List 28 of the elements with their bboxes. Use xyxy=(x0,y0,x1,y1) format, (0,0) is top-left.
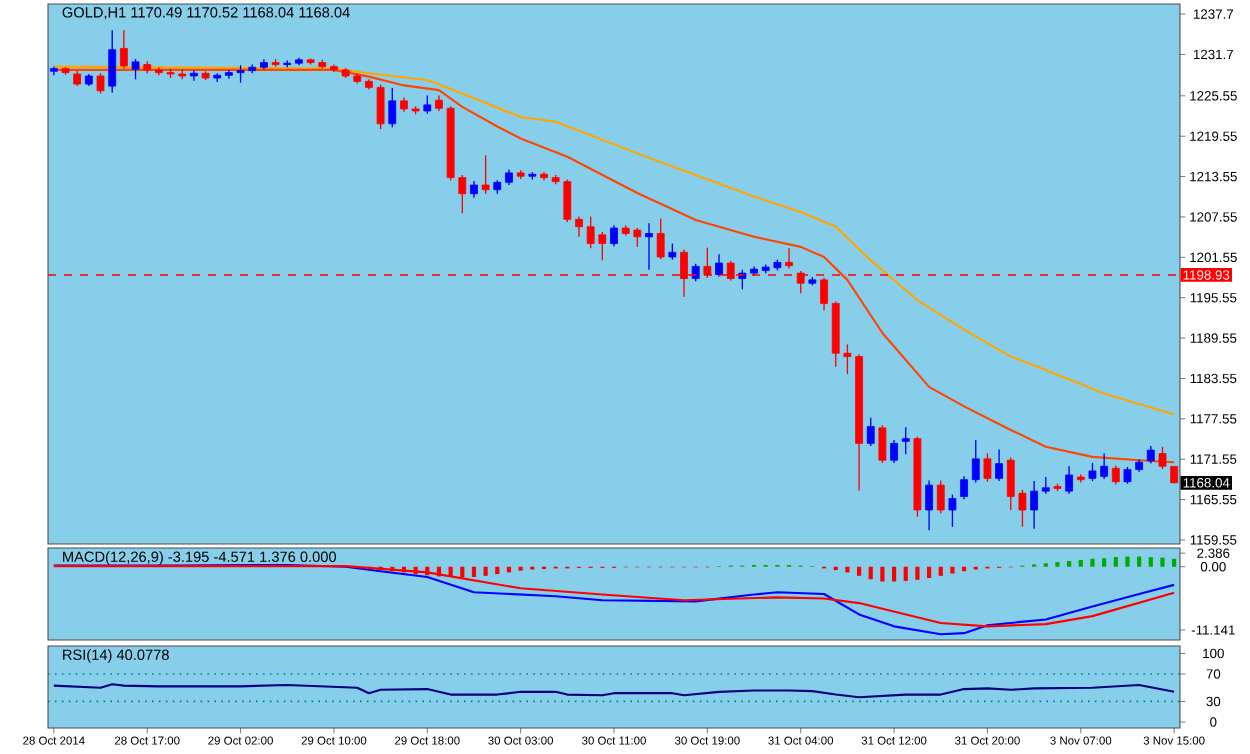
candlestick xyxy=(925,479,933,531)
candlestick xyxy=(189,69,198,82)
candlestick xyxy=(878,424,887,464)
candlestick xyxy=(119,29,128,70)
candlestick xyxy=(960,475,968,500)
candlestick xyxy=(645,222,653,271)
candlestick xyxy=(1065,465,1074,495)
candlestick xyxy=(423,94,432,115)
candlestick xyxy=(656,217,665,260)
candlestick xyxy=(388,87,397,128)
candlestick xyxy=(715,253,723,278)
candlestick xyxy=(901,426,910,455)
candlestick xyxy=(948,493,957,528)
candlestick xyxy=(610,224,618,247)
candlestick xyxy=(890,439,898,464)
candlestick xyxy=(131,58,140,81)
candlestick xyxy=(785,247,793,270)
candlestick xyxy=(983,452,992,483)
candlestick xyxy=(971,439,980,484)
candlestick xyxy=(108,29,117,94)
candlestick xyxy=(1030,480,1039,530)
candlestick xyxy=(575,215,583,238)
candlestick xyxy=(936,479,945,515)
candlestick xyxy=(995,448,1003,482)
candlestick xyxy=(96,72,105,95)
candlestick xyxy=(481,154,490,195)
candlestick xyxy=(866,417,875,447)
candlestick xyxy=(1111,464,1120,486)
